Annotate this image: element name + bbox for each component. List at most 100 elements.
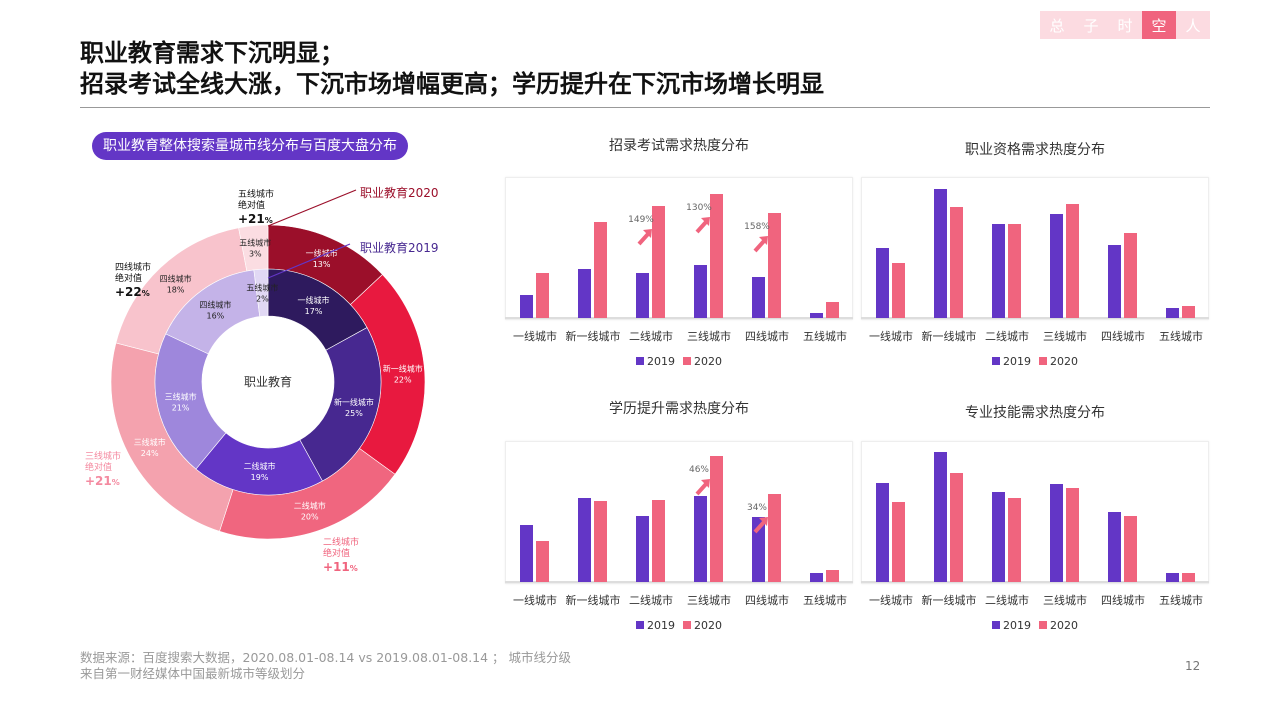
bar-2020	[826, 302, 839, 318]
bar-chart-panel	[505, 441, 853, 584]
bar-2019	[694, 265, 707, 318]
category-label: 新一线城市	[921, 330, 977, 343]
donut-center-label: 职业教育	[244, 374, 292, 389]
bar-2020	[652, 500, 665, 582]
bar-2019	[520, 295, 533, 318]
category-label: 二线城市	[985, 594, 1029, 607]
legend-item-2019: 2019	[992, 355, 1031, 368]
bar-2020	[1124, 516, 1137, 582]
bar-2019	[934, 189, 947, 318]
category-label: 二线城市	[629, 330, 673, 343]
bar-chart	[861, 452, 1209, 583]
bar-2020	[768, 494, 781, 582]
bar-2019	[992, 492, 1005, 582]
page-number: 12	[1185, 659, 1201, 673]
category-label: 五线城市	[803, 330, 847, 343]
legend: 2019 2020	[505, 619, 853, 632]
bar-2020	[1008, 224, 1021, 318]
category-label: 三线城市	[1043, 594, 1087, 607]
divider	[80, 107, 1210, 108]
inner-slice-label: 新一线城市	[334, 397, 374, 407]
legend: 2019 2020	[505, 355, 853, 368]
bar-2019	[578, 498, 591, 582]
data-source: 数据来源：百度搜索大数据，2020.08.01-08.14 vs 2019.08…	[80, 650, 571, 682]
growth-arrow-icon	[695, 482, 708, 496]
bar-2019	[636, 273, 649, 318]
bar-2020	[950, 207, 963, 318]
growth-arrow-head-icon	[759, 236, 768, 245]
annotation-tier4: 四线城市 绝对值 +22%	[115, 263, 152, 299]
inner-slice-value: 2%	[256, 295, 269, 304]
bar-chart: 46% 34%	[505, 456, 853, 583]
growth-label: 34%	[747, 503, 767, 513]
inner-slice-value: 25%	[345, 409, 363, 418]
outer-slice-value: 22%	[394, 376, 412, 385]
bar-2019	[752, 277, 765, 318]
growth-arrow-icon	[637, 232, 650, 246]
outer-slice-label: 四线城市	[160, 274, 192, 284]
category-label: 四线城市	[745, 330, 789, 343]
growth-arrow-icon	[753, 520, 766, 534]
bar-2020	[950, 473, 963, 582]
outer-slice-value: 13%	[313, 260, 331, 269]
bar-2020	[1182, 306, 1195, 318]
bar-2020	[826, 570, 839, 582]
leader-line-2020	[267, 189, 357, 227]
bar-chart-panel	[861, 177, 1209, 320]
outer-slice-label: 五线城市	[239, 238, 271, 248]
growth-label: 130%	[686, 203, 712, 213]
category-label: 一线城市	[513, 594, 557, 607]
inner-slice-label: 五线城市	[246, 283, 278, 293]
category-label: 五线城市	[803, 594, 847, 607]
donut-title: 职业教育整体搜索量城市线分布与百度大盘分布	[92, 132, 408, 160]
logo-char: 子	[1074, 11, 1108, 39]
bar-2019	[1166, 308, 1179, 318]
category-label: 四线城市	[1101, 330, 1145, 343]
growth-arrow-head-icon	[701, 479, 710, 488]
chart-title: 专业技能需求热度分布	[965, 405, 1105, 421]
chart-title: 职业资格需求热度分布	[965, 142, 1105, 158]
bar-2019	[934, 452, 947, 582]
bar-2019	[636, 516, 649, 582]
inner-slice-label: 四线城市	[199, 300, 231, 310]
inner-slice-label: 二线城市	[244, 461, 276, 471]
bar-2020	[536, 273, 549, 318]
bar-2019	[694, 496, 707, 582]
series-label-2020: 职业教育2020	[360, 186, 439, 200]
outer-slice-value: 3%	[249, 250, 262, 259]
inner-slice-value: 16%	[207, 312, 225, 321]
inner-slice-label: 三线城市	[165, 392, 197, 402]
logo-char: 空	[1142, 11, 1176, 39]
bar-2020	[594, 222, 607, 318]
category-label: 一线城市	[513, 330, 557, 343]
category-label: 四线城市	[1101, 594, 1145, 607]
growth-label: 46%	[689, 465, 709, 475]
legend-item-2020: 2020	[683, 355, 722, 368]
category-label: 三线城市	[1043, 330, 1087, 343]
inner-slice-5	[253, 268, 269, 317]
bar-2019	[810, 573, 823, 582]
bar-2019	[1050, 214, 1063, 318]
annotation-tier3: 三线城市 绝对值 +21%	[85, 452, 122, 488]
growth-arrow-icon	[753, 239, 766, 253]
growth-label: 158%	[744, 222, 770, 232]
bar-2019	[1166, 573, 1179, 582]
chart-title: 学历提升需求热度分布	[609, 401, 749, 417]
logo-char: 总	[1040, 11, 1074, 39]
legend: 2019 2020	[861, 355, 1209, 368]
bar-chart	[861, 189, 1209, 319]
category-label: 二线城市	[629, 594, 673, 607]
inner-slice-1	[299, 327, 382, 482]
category-label: 五线城市	[1159, 330, 1203, 343]
category-label: 四线城市	[745, 594, 789, 607]
outer-slice-value: 24%	[141, 449, 159, 458]
growth-label: 149%	[628, 215, 654, 225]
category-label: 一线城市	[869, 594, 913, 607]
title-line-1: 职业教育需求下沉明显；	[80, 39, 344, 67]
inner-slice-value: 19%	[251, 473, 269, 482]
title-line-2: 招录考试全线大涨，下沉市场增幅更高；学历提升在下沉市场增长明显	[80, 70, 824, 98]
annotation-tier2: 二线城市 绝对值 +11%	[323, 538, 360, 574]
bar-2019	[752, 517, 765, 582]
inner-slice-value: 17%	[305, 307, 323, 316]
growth-arrow-head-icon	[643, 229, 652, 238]
